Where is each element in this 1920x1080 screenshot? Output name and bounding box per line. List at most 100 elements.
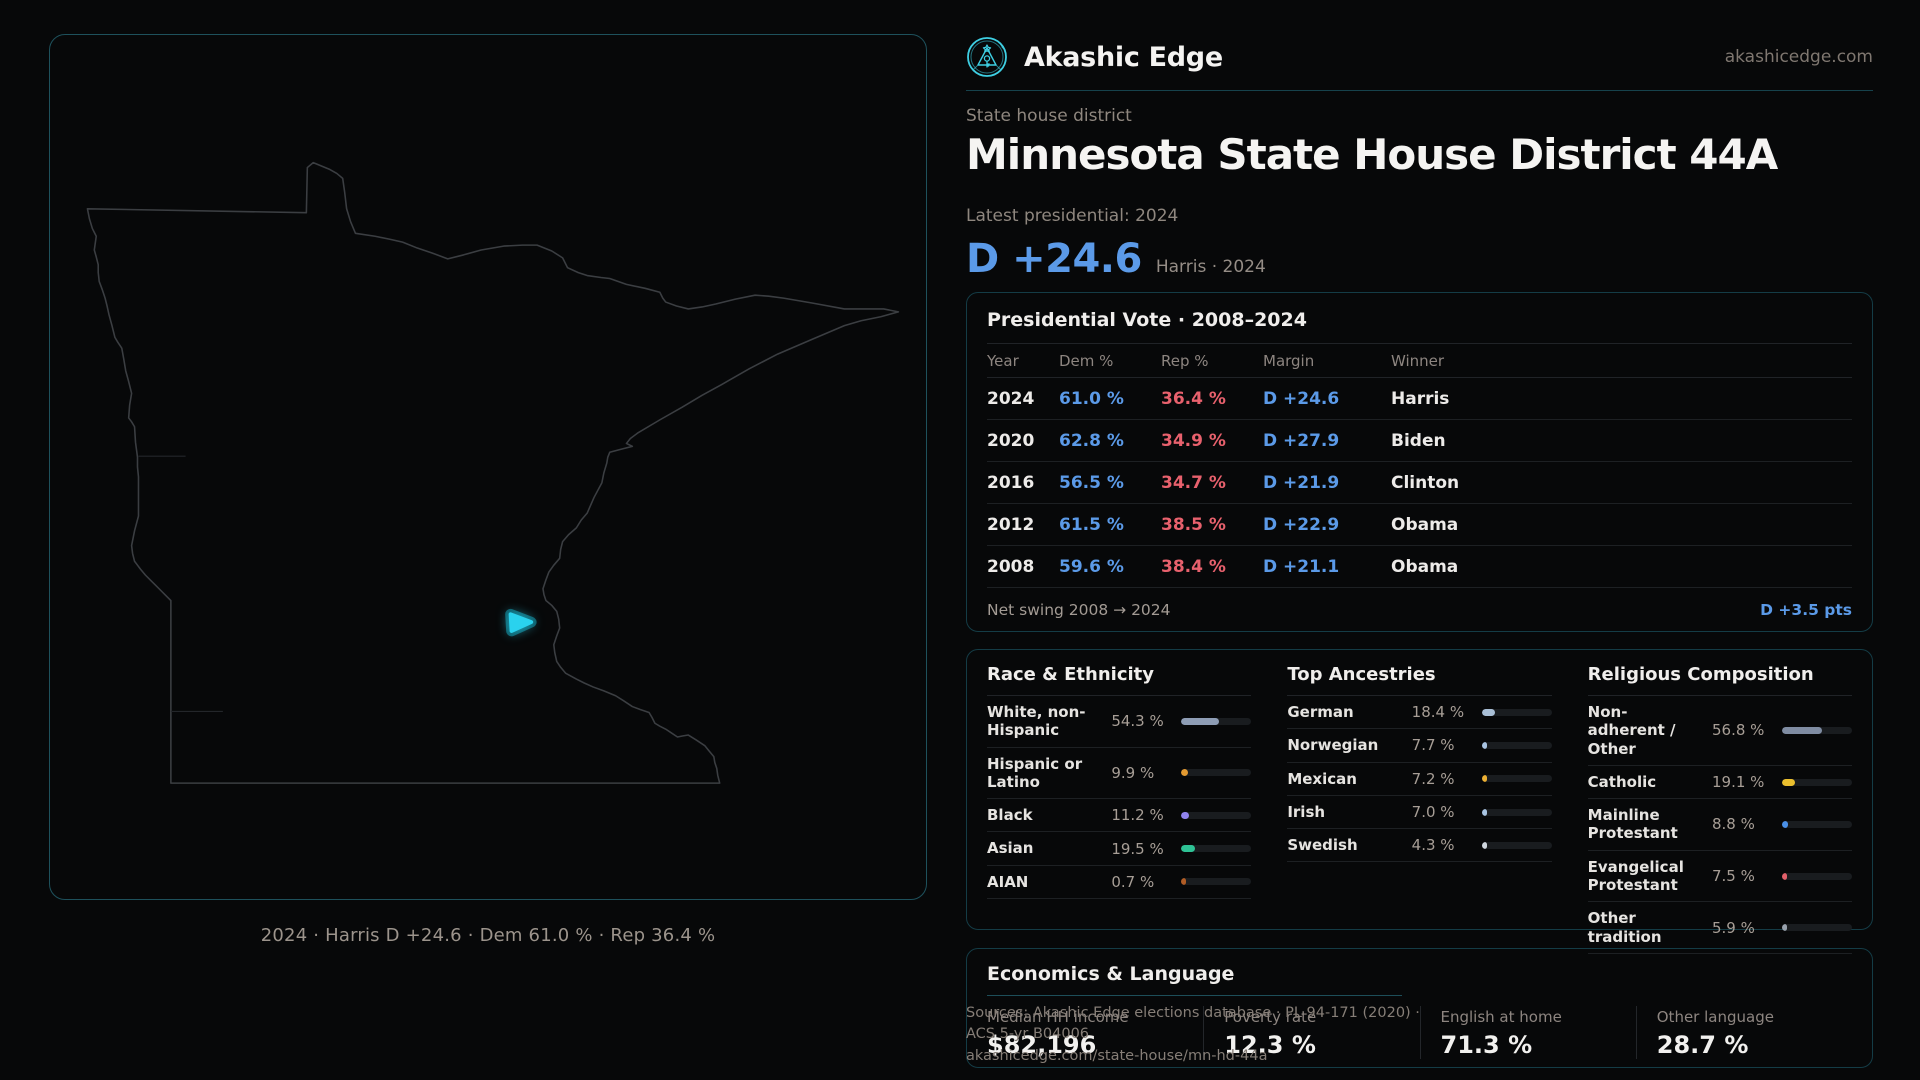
race-row: AIAN 0.7 % <box>987 866 1252 900</box>
cell-rep: 38.5 % <box>1161 514 1226 535</box>
ancestry-bar-fill <box>1481 741 1488 749</box>
col-margin: Margin <box>1263 351 1315 370</box>
ancestry-row: Irish 7.0 % <box>1287 796 1552 830</box>
race-bar-fill <box>1181 769 1189 777</box>
ancestries-section: Top Ancestries German 18.4 % Norwegian 7… <box>1287 664 1552 954</box>
religion-bar <box>1782 778 1852 786</box>
economics-stats: Median HH income $82,196 Poverty rate 12… <box>987 1006 1852 1059</box>
net-swing-value: D +3.5 pts <box>1760 601 1852 619</box>
religion-label: Evangelical Protestant <box>1587 857 1684 895</box>
col-winner: Winner <box>1391 351 1445 370</box>
minnesota-map <box>86 161 900 784</box>
ancestry-label: Swedish <box>1287 836 1358 855</box>
latest-presidential-label: Latest presidential: 2024 <box>966 206 1179 226</box>
cell-margin: D +21.9 <box>1263 472 1340 493</box>
cell-margin: D +21.1 <box>1263 556 1340 577</box>
race-value: 0.7 % <box>1111 872 1155 891</box>
race-label: AIAN <box>987 872 1029 891</box>
stat-english-at-home: English at home 71.3 % <box>1419 1006 1636 1059</box>
race-row: Hispanic or Latino 9.9 % <box>987 748 1252 800</box>
net-swing-row: Net swing 2008 → 2024 D +3.5 pts <box>987 588 1852 632</box>
cell-margin: D +22.9 <box>1263 514 1340 535</box>
religion-value: 7.5 % <box>1712 867 1755 886</box>
economics-panel: Economics & Language Median HH income $8… <box>966 948 1873 1068</box>
religion-value: 5.9 % <box>1712 918 1755 937</box>
demographics-panel: Race & Ethnicity White, non-Hispanic 54.… <box>966 649 1873 954</box>
race-bar <box>1181 769 1252 777</box>
divider <box>987 995 1403 996</box>
district-44a-marker[interactable] <box>508 612 534 633</box>
race-row: Asian 19.5 % <box>987 832 1252 866</box>
religion-row: Non-adherent / Other 56.8 % <box>1587 696 1852 766</box>
religion-section: Religious Composition Non-adherent / Oth… <box>1587 664 1852 954</box>
religion-value: 56.8 % <box>1712 721 1765 740</box>
net-swing-label: Net swing 2008 → 2024 <box>987 601 1171 619</box>
stat-label: English at home <box>1440 1008 1562 1026</box>
religion-value: 8.8 % <box>1712 815 1755 834</box>
religion-label: Mainline Protestant <box>1587 806 1678 843</box>
stat-label: Poverty rate <box>1224 1008 1317 1026</box>
religion-value: 19.1 % <box>1712 773 1765 792</box>
race-bar <box>1181 878 1252 886</box>
ancestry-label: Mexican <box>1287 769 1357 788</box>
economics-panel-title: Economics & Language <box>987 963 1235 985</box>
race-ethnicity-section: Race & Ethnicity White, non-Hispanic 54.… <box>987 664 1252 954</box>
stat-value: 12.3 % <box>1224 1031 1316 1059</box>
religion-row: Catholic 19.1 % <box>1587 766 1852 800</box>
race-row: Black 11.2 % <box>987 799 1252 833</box>
stat-value: 71.3 % <box>1440 1031 1533 1059</box>
race-bar-fill <box>1181 811 1190 819</box>
race-bar <box>1181 717 1252 725</box>
religion-bar <box>1782 924 1852 932</box>
district-type-kicker: State house district <box>966 106 1132 126</box>
ancestry-bar-fill <box>1481 775 1487 783</box>
religion-row: Mainline Protestant 8.8 % <box>1587 799 1852 851</box>
ancestry-row: Swedish 4.3 % <box>1287 829 1552 863</box>
race-row: White, non-Hispanic 54.3 % <box>987 696 1252 748</box>
ancestry-bar <box>1481 775 1552 783</box>
brand-name: Akashic Edge <box>1024 41 1223 73</box>
ancestry-value: 18.4 % <box>1411 703 1465 722</box>
religion-bar-fill <box>1782 778 1796 786</box>
race-label: Hispanic or Latino <box>987 754 1083 791</box>
table-row: 2020 62.8 % 34.9 % D +27.9 Biden <box>987 420 1852 462</box>
race-value: 19.5 % <box>1111 839 1164 858</box>
table-row: 2008 59.6 % 38.4 % D +21.1 Obama <box>987 546 1852 588</box>
brand-header: Akashic Edge akashicedge.com <box>966 33 1873 81</box>
margin-context: Harris · 2024 <box>1155 257 1266 277</box>
ancestry-value: 7.2 % <box>1411 769 1455 788</box>
race-bar <box>1181 811 1252 819</box>
ancestry-value: 7.7 % <box>1411 736 1455 755</box>
religion-section-title: Religious Composition <box>1587 664 1814 685</box>
race-bar-fill <box>1181 878 1187 886</box>
ancestry-row: German 18.4 % <box>1287 696 1552 730</box>
cell-rep: 36.4 % <box>1161 388 1226 409</box>
cell-winner: Harris <box>1391 388 1450 409</box>
ancestry-value: 4.3 % <box>1411 836 1455 855</box>
race-label: White, non-Hispanic <box>987 703 1086 740</box>
divider <box>987 343 1852 344</box>
religion-row: Evangelical Protestant 7.5 % <box>1587 851 1852 903</box>
cell-dem: 61.0 % <box>1059 388 1124 409</box>
divider <box>1587 695 1852 696</box>
ancestries-section-title: Top Ancestries <box>1287 664 1436 685</box>
ancestry-bar <box>1481 708 1552 716</box>
religion-bar <box>1782 872 1852 880</box>
religion-bar-fill <box>1782 820 1789 828</box>
ancestry-bar <box>1481 808 1552 816</box>
state-map-panel <box>49 34 927 900</box>
race-section-title: Race & Ethnicity <box>987 664 1154 685</box>
headline-margin: D +24.6 Harris · 2024 <box>966 236 1266 282</box>
brand-domain-link[interactable]: akashicedge.com <box>1724 47 1873 67</box>
table-header-row: Year Dem % Rep % Margin Winner <box>987 344 1852 378</box>
minnesota-outline <box>86 161 900 784</box>
religion-bar-fill <box>1782 726 1822 734</box>
race-label: Asian <box>987 839 1034 858</box>
stat-value: 28.7 % <box>1656 1031 1749 1059</box>
stat-other-language: Other language 28.7 % <box>1635 1006 1852 1059</box>
race-value: 11.2 % <box>1111 806 1164 825</box>
ancestry-label: Norwegian <box>1287 736 1379 755</box>
ancestry-label: Irish <box>1287 802 1326 821</box>
stat-poverty-rate: Poverty rate 12.3 % <box>1203 1006 1419 1059</box>
ancestry-label: German <box>1287 703 1354 721</box>
